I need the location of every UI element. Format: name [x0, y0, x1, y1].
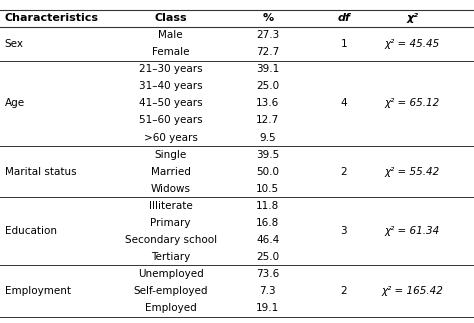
Text: Self-employed: Self-employed: [133, 286, 208, 296]
Text: Education: Education: [5, 226, 57, 236]
Text: Employed: Employed: [145, 303, 197, 313]
Text: 4: 4: [340, 99, 347, 109]
Text: 25.0: 25.0: [256, 81, 279, 91]
Text: Marital status: Marital status: [5, 167, 76, 177]
Text: Class: Class: [155, 13, 187, 23]
Text: Sex: Sex: [5, 39, 24, 49]
Text: 12.7: 12.7: [256, 116, 280, 126]
Text: 2: 2: [340, 286, 347, 296]
Text: Tertiary: Tertiary: [151, 252, 190, 262]
Text: Married: Married: [151, 167, 191, 177]
Text: 1: 1: [340, 39, 347, 49]
Text: Characteristics: Characteristics: [5, 13, 99, 23]
Text: 9.5: 9.5: [259, 132, 276, 142]
Text: 3: 3: [340, 226, 347, 236]
Text: 13.6: 13.6: [256, 99, 280, 109]
Text: 21–30 years: 21–30 years: [139, 64, 202, 74]
Text: χ² = 61.34: χ² = 61.34: [385, 226, 440, 236]
Text: 16.8: 16.8: [256, 218, 280, 228]
Text: 31–40 years: 31–40 years: [139, 81, 202, 91]
Text: 39.1: 39.1: [256, 64, 280, 74]
Text: Male: Male: [158, 30, 183, 40]
Text: 41–50 years: 41–50 years: [139, 99, 202, 109]
Text: %: %: [262, 13, 273, 23]
Text: 19.1: 19.1: [256, 303, 280, 313]
Text: 10.5: 10.5: [256, 184, 279, 194]
Text: χ² = 55.42: χ² = 55.42: [385, 167, 440, 177]
Text: 72.7: 72.7: [256, 47, 280, 57]
Text: 73.6: 73.6: [256, 269, 280, 279]
Text: 7.3: 7.3: [259, 286, 276, 296]
Text: 2: 2: [340, 167, 347, 177]
Text: χ²: χ²: [406, 13, 419, 23]
Text: Female: Female: [152, 47, 190, 57]
Text: 51–60 years: 51–60 years: [139, 116, 202, 126]
Text: Illiterate: Illiterate: [149, 201, 192, 211]
Text: Secondary school: Secondary school: [125, 235, 217, 245]
Text: Primary: Primary: [150, 218, 191, 228]
Text: Employment: Employment: [5, 286, 71, 296]
Text: Unemployed: Unemployed: [138, 269, 203, 279]
Text: df: df: [337, 13, 350, 23]
Text: >60 years: >60 years: [144, 132, 198, 142]
Text: χ² = 165.42: χ² = 165.42: [382, 286, 443, 296]
Text: 50.0: 50.0: [256, 167, 279, 177]
Text: 39.5: 39.5: [256, 150, 280, 160]
Text: 25.0: 25.0: [256, 252, 279, 262]
Text: 46.4: 46.4: [256, 235, 280, 245]
Text: Single: Single: [155, 150, 187, 160]
Text: 27.3: 27.3: [256, 30, 280, 40]
Text: Age: Age: [5, 99, 25, 109]
Text: 11.8: 11.8: [256, 201, 280, 211]
Text: χ² = 65.12: χ² = 65.12: [385, 99, 440, 109]
Text: χ² = 45.45: χ² = 45.45: [385, 39, 440, 49]
Text: Widows: Widows: [151, 184, 191, 194]
